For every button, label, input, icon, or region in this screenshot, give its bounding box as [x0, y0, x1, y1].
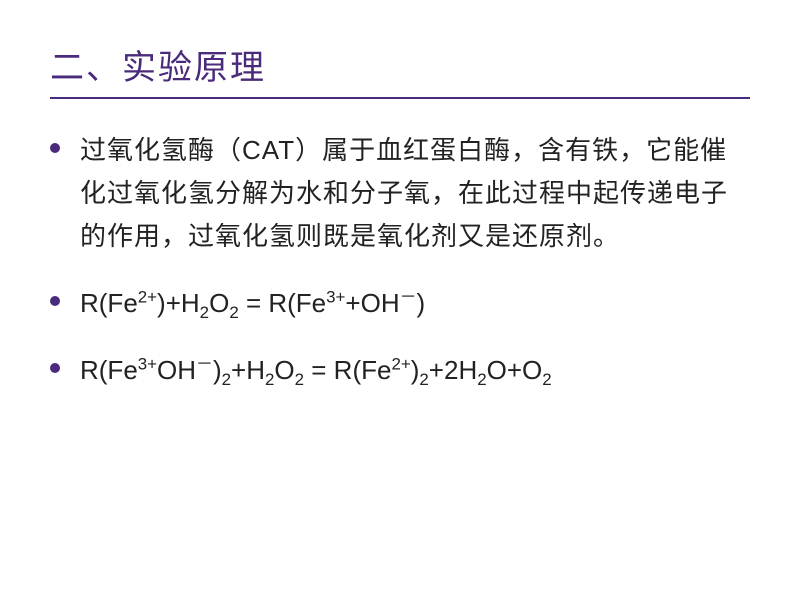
bullet-item: R(Fe2+)+H2O2 = R(Fe3++OH－) [50, 282, 750, 325]
section-title: 二、实验原理 [50, 40, 750, 89]
bullet-marker [50, 296, 60, 306]
body-text: 过氧化氢酶（CAT）属于血红蛋白酶，含有铁，它能催化过氧化氢分解为水和分子氧，在… [80, 129, 750, 258]
bullet-item: R(Fe3+OH－)2+H2O2 = R(Fe2+)2+2H2O+O2 [50, 349, 750, 392]
bullet-item: 过氧化氢酶（CAT）属于血红蛋白酶，含有铁，它能催化过氧化氢分解为水和分子氧，在… [50, 129, 750, 258]
title-underline [50, 97, 750, 99]
bullet-marker [50, 143, 60, 153]
bullet-marker [50, 363, 60, 373]
formula-text: R(Fe2+)+H2O2 = R(Fe3++OH－) [80, 282, 425, 325]
bullet-list: 过氧化氢酶（CAT）属于血红蛋白酶，含有铁，它能催化过氧化氢分解为水和分子氧，在… [50, 129, 750, 391]
formula-text: R(Fe3+OH－)2+H2O2 = R(Fe2+)2+2H2O+O2 [80, 349, 552, 392]
